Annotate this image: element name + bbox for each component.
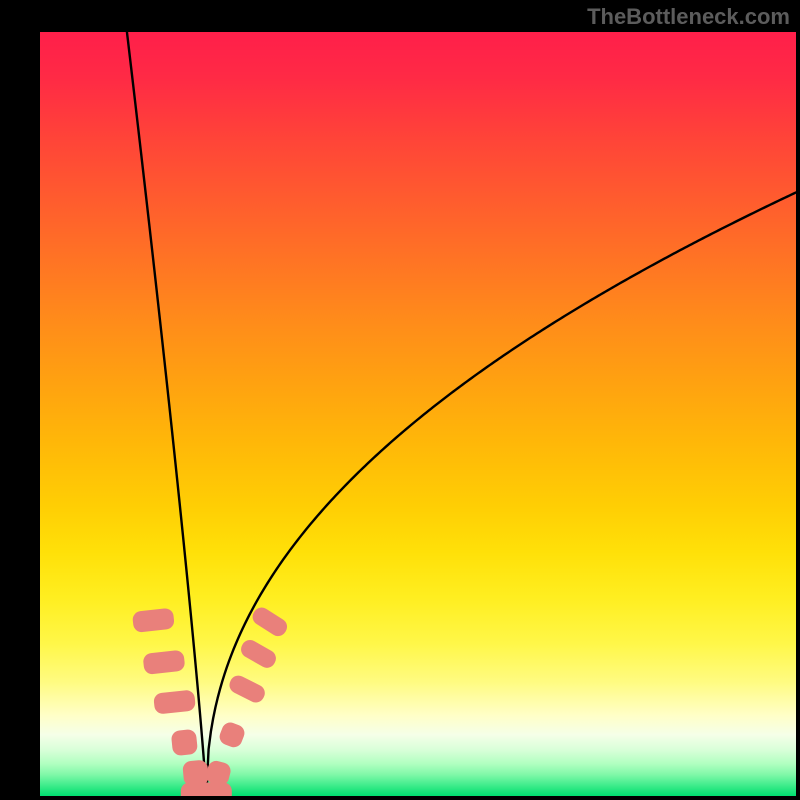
- watermark-text: TheBottleneck.com: [587, 4, 790, 30]
- chart-frame: TheBottleneck.com: [0, 0, 800, 800]
- bottleneck-chart: [40, 32, 796, 796]
